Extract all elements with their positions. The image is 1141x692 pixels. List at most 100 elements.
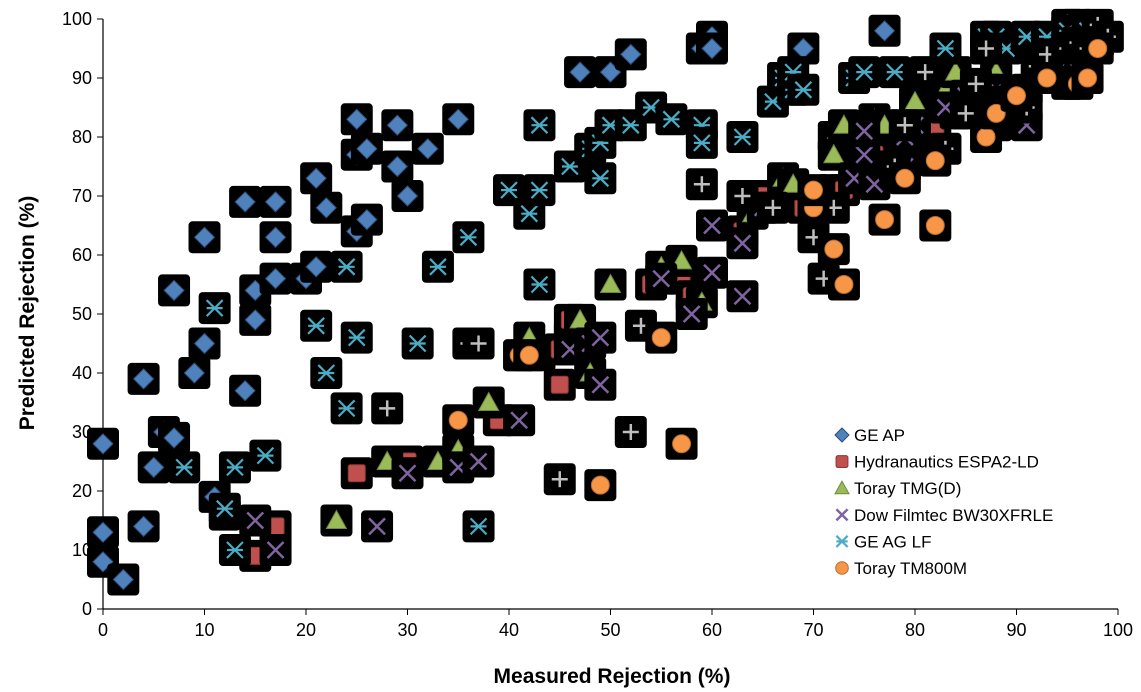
data-point — [300, 309, 333, 342]
data-point — [655, 103, 688, 136]
data-point — [726, 121, 759, 153]
y-tick-label: 50 — [72, 304, 92, 324]
data-point — [696, 209, 728, 242]
data-point — [259, 534, 292, 566]
legend-entry: Hydranautics ESPA2-LD — [835, 453, 1039, 472]
data-point — [696, 32, 728, 65]
data-point — [564, 56, 597, 89]
data-point — [726, 280, 759, 313]
data-point — [970, 32, 1003, 65]
data-point — [168, 451, 201, 484]
x-axis-title: Measured Rejection (%) — [494, 665, 731, 688]
data-point — [888, 162, 921, 195]
data-point — [584, 321, 617, 354]
x-tick-label: 10 — [194, 620, 214, 640]
data-point — [868, 203, 901, 236]
data-point — [685, 126, 718, 159]
data-point — [523, 109, 556, 142]
data-point — [300, 250, 333, 283]
legend-entry: Toray TMG(D) — [834, 479, 961, 498]
x-tick-label: 100 — [1103, 620, 1133, 640]
data-point — [726, 180, 759, 212]
x-tick-label: 90 — [1006, 620, 1026, 640]
data-point — [87, 516, 119, 549]
legend: GE AP Hydranautics ESPA2-LD Toray TMG(D) Do… — [834, 426, 1053, 578]
data-point — [188, 221, 221, 254]
data-point — [888, 109, 921, 142]
data-point — [513, 339, 546, 372]
data-point — [137, 451, 170, 484]
y-tick-label: 20 — [72, 481, 92, 501]
x-tick-label: 50 — [600, 620, 620, 640]
legend-marker — [834, 427, 850, 443]
y-tick-label: 40 — [72, 363, 92, 383]
data-point — [543, 368, 576, 401]
data-point — [878, 56, 911, 89]
data-point — [817, 233, 850, 266]
legend-entry: GE AG LF — [835, 532, 931, 551]
y-tick-label: 0 — [82, 599, 92, 619]
legend-entry: Toray TM800M — [835, 559, 967, 578]
data-point — [645, 321, 678, 354]
data-point — [1071, 62, 1104, 94]
data-point — [584, 162, 617, 195]
data-point — [371, 392, 404, 425]
legend-label: Toray TMG(D) — [854, 479, 961, 498]
x-tick-label: 30 — [397, 620, 417, 640]
legend-label: Dow Filmtec BW30XFRLE — [854, 506, 1053, 525]
legend-marker — [835, 455, 849, 469]
data-point — [523, 174, 556, 207]
x-tick-label: 80 — [905, 620, 925, 640]
data-point — [188, 327, 221, 360]
data-point — [239, 303, 272, 336]
data-point — [259, 221, 292, 254]
data-point — [787, 73, 820, 106]
data-point — [381, 150, 414, 183]
data-point — [411, 132, 444, 165]
data-point — [218, 451, 251, 484]
legend-label: Toray TM800M — [854, 559, 967, 578]
data-point — [1000, 79, 1033, 112]
data-point — [107, 563, 140, 596]
data-point — [594, 268, 627, 301]
data-points — [87, 8, 1124, 596]
data-point — [584, 469, 617, 502]
data-point — [300, 162, 333, 195]
data-point — [340, 321, 373, 354]
data-point — [127, 510, 160, 543]
data-point — [919, 144, 952, 177]
y-tick-label: 60 — [72, 245, 92, 265]
data-point — [87, 427, 119, 460]
data-point — [229, 374, 262, 407]
data-point — [543, 463, 576, 496]
x-tick-label: 40 — [499, 620, 519, 640]
data-point — [462, 445, 495, 478]
data-point — [462, 327, 495, 360]
legend-entry: Dow Filmtec BW30XFRLE — [835, 506, 1053, 525]
data-point — [259, 262, 292, 295]
data-point — [310, 357, 343, 389]
y-axis-title: Predicted Rejection (%) — [16, 196, 39, 431]
data-point — [868, 14, 901, 47]
data-point — [462, 510, 495, 543]
y-tick-label: 100 — [62, 9, 92, 29]
data-point — [127, 362, 160, 395]
data-point — [158, 421, 191, 454]
data-point — [442, 404, 475, 437]
data-point — [239, 504, 272, 537]
data-point — [665, 427, 698, 460]
data-point — [584, 368, 617, 401]
data-point — [330, 250, 363, 283]
legend-label: GE AP — [854, 426, 905, 445]
data-point — [614, 416, 647, 448]
data-point — [320, 504, 353, 537]
legend-marker — [835, 561, 849, 575]
data-point — [675, 298, 708, 330]
data-point — [452, 221, 485, 254]
data-point — [696, 256, 728, 289]
data-point — [827, 268, 860, 301]
legend-marker — [834, 480, 850, 495]
data-point — [909, 56, 942, 89]
data-point — [229, 185, 262, 218]
